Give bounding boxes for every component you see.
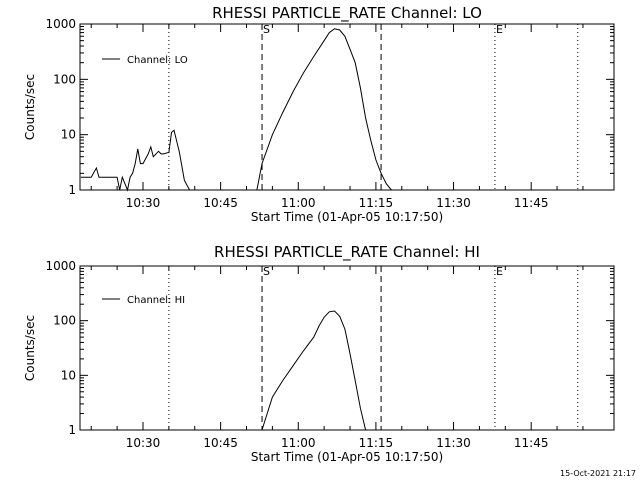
chart-title: RHESSI PARTICLE_RATE Channel: HI xyxy=(214,243,480,262)
x-axis-label: Start Time (01-Apr-05 10:17:50) xyxy=(251,450,443,464)
event-marker-label: S xyxy=(263,23,270,36)
x-tick-label: 11:00 xyxy=(281,436,316,450)
y-axis-label: Counts/sec xyxy=(23,315,37,381)
y-tick-label: 100 xyxy=(53,314,76,328)
legend-label: Channel: LO xyxy=(127,55,188,66)
footer-timestamp: 15-Oct-2021 21:17 xyxy=(560,469,636,478)
y-tick-label: 1 xyxy=(68,183,76,197)
event-marker-label: S xyxy=(263,265,270,278)
x-tick-label: 10:45 xyxy=(203,436,238,450)
y-tick-label: 100 xyxy=(53,72,76,86)
plot-frame xyxy=(79,265,615,431)
event-marker-label: E xyxy=(496,23,503,36)
x-tick-label: 10:45 xyxy=(203,196,238,210)
y-tick-label: 1000 xyxy=(45,259,76,273)
x-tick-label: 11:15 xyxy=(359,196,394,210)
x-tick-label: 11:30 xyxy=(436,196,471,210)
x-tick-label: 11:15 xyxy=(359,436,394,450)
x-tick-label: 11:45 xyxy=(514,196,549,210)
panel-hi: RHESSI PARTICLE_RATE Channel: HI 10:30 10:… xyxy=(23,243,615,464)
x-tick-label: 10:30 xyxy=(126,436,161,450)
y-tick-label: 10 xyxy=(61,368,76,382)
event-marker-label: E xyxy=(496,265,503,278)
x-tick-label: 10:30 xyxy=(126,196,161,210)
x-tick-label: 11:00 xyxy=(281,196,316,210)
x-tick-label: 11:30 xyxy=(436,436,471,450)
series-line-channel-hi xyxy=(261,310,367,431)
chart-title: RHESSI PARTICLE_RATE Channel: LO xyxy=(212,4,482,23)
series-line-channel-lo xyxy=(80,28,392,192)
legend-label: Channel: HI xyxy=(127,295,185,306)
x-tick-label: 11:45 xyxy=(514,436,549,450)
y-tick-label: 10 xyxy=(61,128,76,142)
x-axis-label: Start Time (01-Apr-05 10:17:50) xyxy=(251,210,443,224)
y-tick-label: 1 xyxy=(68,423,76,437)
y-axis-label: Counts/sec xyxy=(23,74,37,140)
panel-lo: RHESSI PARTICLE_RATE Channel: LO 10:30 10:… xyxy=(23,4,615,224)
y-tick-label: 1000 xyxy=(45,17,76,31)
plot-frame xyxy=(79,23,615,191)
